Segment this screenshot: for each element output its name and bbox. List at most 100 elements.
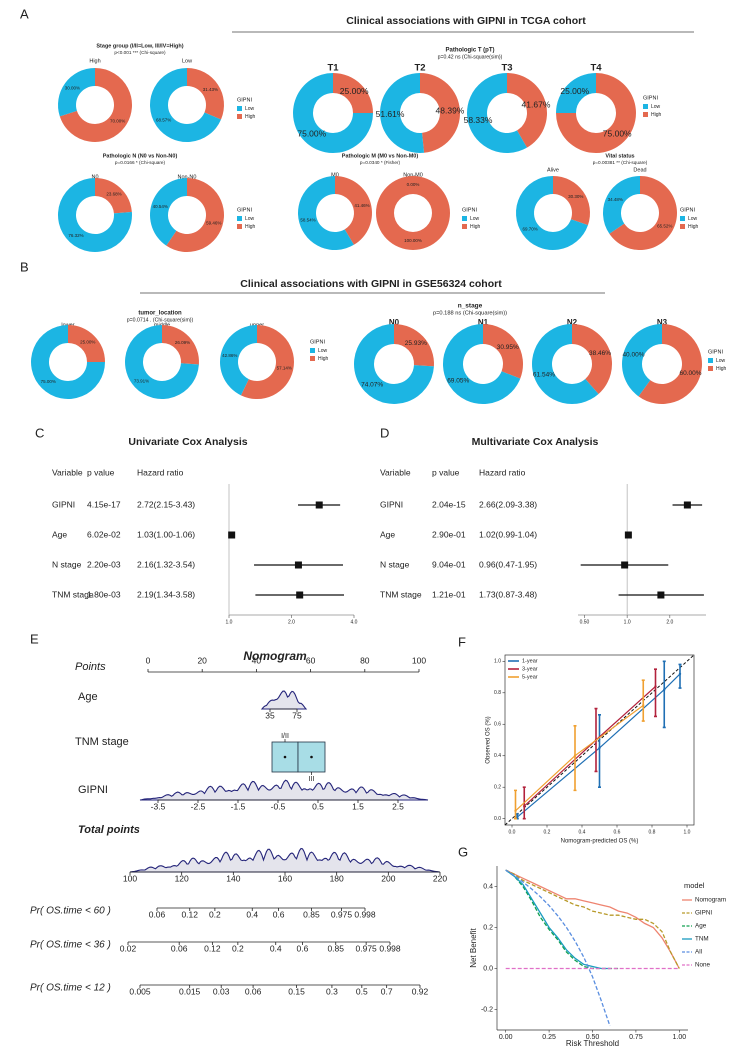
density-curve — [139, 779, 429, 801]
y-axis-label: Observed OS (%) — [486, 716, 492, 763]
x-tick-label: 1.0 — [226, 619, 233, 625]
value-label: 70.00% — [110, 119, 125, 124]
legend-label: All — [695, 949, 702, 956]
donut-segment — [556, 73, 596, 113]
value-label: 1.02(0.99-1.04) — [479, 529, 537, 539]
legend-title: model — [684, 881, 705, 890]
category-label: T4 — [590, 63, 602, 74]
legend-label: Low — [716, 358, 726, 364]
row-label: GIPNI — [78, 784, 108, 796]
row-label: TNM stage — [75, 736, 129, 748]
legend-swatch — [462, 216, 467, 221]
x-tick-label: 0.4 — [579, 829, 586, 835]
tick-label: 0.06 — [245, 986, 262, 996]
variable-label: N stage — [52, 559, 82, 569]
x-tick-label: 0.8 — [649, 829, 656, 835]
x-tick-label: 0.25 — [542, 1034, 556, 1041]
value-label: 74.07% — [361, 381, 383, 388]
hr-square — [683, 501, 691, 509]
donut-segment — [57, 178, 132, 253]
variable-label: TNM stage — [52, 589, 94, 599]
tick-label: 0.7 — [381, 986, 393, 996]
row-label: Pr( OS.time < 12 ) — [30, 983, 111, 994]
legend-label: 1-year — [522, 658, 538, 664]
donut-segment — [442, 324, 521, 405]
donut-segment — [149, 178, 187, 246]
y-tick-label: 0.2 — [494, 785, 501, 791]
donut-segment — [572, 324, 613, 394]
calibration-line — [516, 673, 681, 818]
donut-segment — [602, 176, 640, 234]
chart-subtitle: p=0.0166 * (Chi-square) — [115, 160, 166, 165]
chart-subtitle: p=0.0714 . (Chi-square(sim)) — [127, 317, 194, 323]
legend-title: GIPNI — [237, 207, 252, 213]
panel-label: A — [20, 6, 29, 21]
value-label: 25.00% — [80, 339, 95, 344]
tick-label: 0.015 — [179, 986, 201, 996]
value-label: 23.68% — [106, 192, 121, 197]
value-label: 34.48% — [608, 197, 623, 202]
tick-label: 0 — [146, 655, 151, 665]
value-label: 2.72(2.15-3.43) — [137, 499, 195, 509]
value-label: 57.14% — [277, 365, 292, 370]
donut-segment — [420, 73, 461, 153]
value-label: 30.95% — [497, 344, 519, 351]
legend-label: High — [651, 112, 662, 118]
p-value: 1.80e-03 — [87, 589, 121, 599]
chart-subtitle: p=0.00381 ** (Chi-square) — [593, 160, 648, 165]
x-tick-label: 0.75 — [629, 1034, 643, 1041]
value-label: 0.00% — [407, 182, 420, 187]
tick-label: 0.975 — [356, 943, 378, 953]
tick-label: -0.5 — [271, 801, 286, 811]
donut-segment — [353, 323, 434, 405]
legend-swatch — [462, 224, 467, 229]
column-header: Variable — [52, 467, 83, 477]
point — [573, 754, 577, 757]
y-tick-label: 0.2 — [483, 924, 493, 931]
hr-square — [296, 591, 304, 599]
error-bar — [598, 714, 601, 789]
donut-segment — [609, 176, 677, 251]
legend-title: GIPNI — [708, 349, 723, 355]
legend-swatch — [237, 114, 242, 119]
column-header: p value — [87, 467, 115, 477]
legend-title: GIPNI — [310, 339, 325, 345]
row-label: Points — [75, 661, 106, 673]
value-label: 25.00% — [340, 86, 369, 96]
panel-label: B — [20, 259, 29, 274]
panel-label: D — [380, 425, 389, 440]
legend-title: GIPNI — [237, 97, 252, 103]
value-label: 41.67% — [522, 99, 551, 109]
tick-label: 0.06 — [171, 943, 188, 953]
donut-segment — [59, 68, 132, 142]
y-tick-label: 0.4 — [483, 883, 493, 890]
tick-label: 75 — [292, 710, 302, 720]
value-label: 51.61% — [376, 109, 405, 119]
error-bar — [662, 660, 666, 729]
tick-label: -3.5 — [151, 801, 166, 811]
tick-label: 60 — [306, 655, 316, 665]
tick-label: 0.005 — [129, 986, 151, 996]
tick-label: 0.06 — [149, 909, 166, 919]
column-header: Hazard ratio — [479, 467, 526, 477]
tick-label: 0.998 — [379, 943, 401, 953]
category-label: N2 — [567, 318, 578, 327]
chart-title: Pathologic N (N0 vs Non-N0) — [103, 153, 178, 159]
legend-label: High — [688, 224, 699, 230]
x-axis-label: Nomogram-predicted OS (%) — [561, 839, 639, 845]
category-label: Alive — [547, 167, 559, 173]
tick-label: 140 — [226, 873, 240, 883]
x-tick-label: 4.0 — [351, 619, 358, 625]
chart-title: Univariate Cox Analysis — [128, 436, 247, 448]
category-label: Low — [182, 58, 192, 64]
row-label: Age — [78, 691, 98, 703]
x-tick-label: 0.00 — [499, 1034, 513, 1041]
donut-segment — [376, 176, 450, 250]
value-label: 58.33% — [464, 115, 493, 125]
donut-segment — [95, 178, 132, 214]
donut-segment — [516, 176, 588, 251]
density-curve — [129, 847, 441, 873]
x-tick-label: 0.6 — [614, 829, 621, 835]
